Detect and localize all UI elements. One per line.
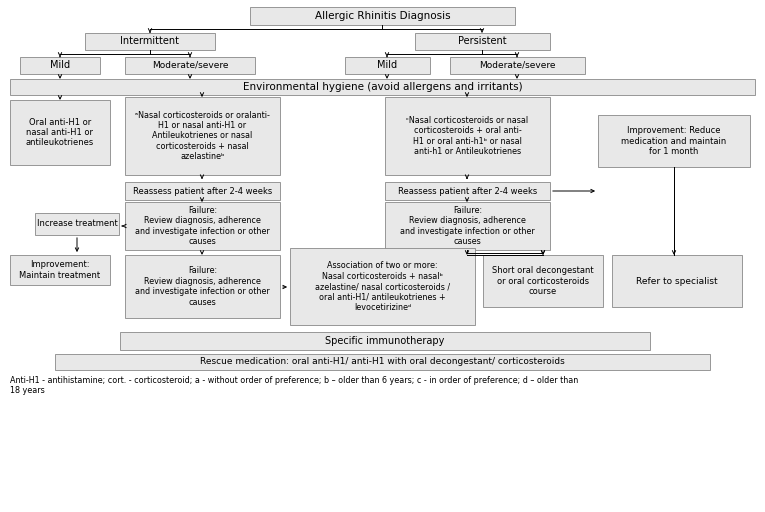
FancyBboxPatch shape <box>10 100 110 165</box>
Text: Failure:
Review diagnosis, adherence
and investigate infection or other
causes: Failure: Review diagnosis, adherence and… <box>135 266 270 307</box>
Text: Rescue medication: oral anti-H1/ anti-H1 with oral decongestant/ corticosteroids: Rescue medication: oral anti-H1/ anti-H1… <box>200 357 565 367</box>
FancyBboxPatch shape <box>385 97 550 175</box>
FancyBboxPatch shape <box>20 57 100 74</box>
FancyBboxPatch shape <box>385 182 550 200</box>
Text: Reassess patient after 2-4 weeks: Reassess patient after 2-4 weeks <box>133 186 272 196</box>
Text: Association of two or more:
Nasal corticosteroids + nasalᵇ
azelastine/ nasal cor: Association of two or more: Nasal cortic… <box>315 261 450 312</box>
Text: Environmental hygiene (avoid allergens and irritants): Environmental hygiene (avoid allergens a… <box>243 82 522 92</box>
Text: Allergic Rhinitis Diagnosis: Allergic Rhinitis Diagnosis <box>314 11 451 21</box>
FancyBboxPatch shape <box>125 57 255 74</box>
Text: Refer to specialist: Refer to specialist <box>636 276 718 286</box>
Text: Oral anti-H1 or
nasal anti-H1 or
antileukotrienes: Oral anti-H1 or nasal anti-H1 or antileu… <box>26 118 94 147</box>
Text: Moderate/severe: Moderate/severe <box>151 61 228 70</box>
Text: ᶜNasal corticosteroids or nasal
corticosteroids + oral anti-
H1 or oral anti-h1ᵇ: ᶜNasal corticosteroids or nasal corticos… <box>406 116 529 156</box>
Text: Intermittent: Intermittent <box>121 36 180 47</box>
FancyBboxPatch shape <box>10 79 755 95</box>
FancyBboxPatch shape <box>125 202 280 250</box>
FancyBboxPatch shape <box>450 57 585 74</box>
Text: Anti-H1 - antihistamine; cort. - corticosteroid; a - without order of preference: Anti-H1 - antihistamine; cort. - cortico… <box>10 376 578 395</box>
FancyBboxPatch shape <box>598 115 750 167</box>
Text: Mild: Mild <box>377 60 398 71</box>
Text: Failure:
Review diagnosis, adherence
and investigate infection or other
causes: Failure: Review diagnosis, adherence and… <box>400 206 535 246</box>
FancyBboxPatch shape <box>125 255 280 318</box>
Text: Persistent: Persistent <box>458 36 506 47</box>
Text: Short oral decongestant
or oral corticosteroids
course: Short oral decongestant or oral corticos… <box>492 266 594 296</box>
Text: Improvement: Reduce
medication and maintain
for 1 month: Improvement: Reduce medication and maint… <box>621 126 727 156</box>
FancyBboxPatch shape <box>125 97 280 175</box>
Text: Moderate/severe: Moderate/severe <box>479 61 555 70</box>
FancyBboxPatch shape <box>10 255 110 285</box>
FancyBboxPatch shape <box>85 33 215 50</box>
FancyBboxPatch shape <box>35 213 119 235</box>
FancyBboxPatch shape <box>345 57 430 74</box>
Text: Mild: Mild <box>50 60 70 71</box>
FancyBboxPatch shape <box>290 248 475 325</box>
FancyBboxPatch shape <box>612 255 742 307</box>
FancyBboxPatch shape <box>55 354 710 370</box>
FancyBboxPatch shape <box>125 182 280 200</box>
Text: Increase treatment: Increase treatment <box>37 220 117 228</box>
FancyBboxPatch shape <box>415 33 550 50</box>
Text: Specific immunotherapy: Specific immunotherapy <box>325 336 444 346</box>
FancyBboxPatch shape <box>250 7 515 25</box>
FancyBboxPatch shape <box>120 332 650 350</box>
Text: ᵃNasal corticosteroids or oralanti-
H1 or nasal anti-H1 or
Antileukotrienes or n: ᵃNasal corticosteroids or oralanti- H1 o… <box>135 111 270 161</box>
FancyBboxPatch shape <box>385 202 550 250</box>
Text: Improvement:
Maintain treatment: Improvement: Maintain treatment <box>19 260 100 280</box>
FancyBboxPatch shape <box>483 255 603 307</box>
Text: Reassess patient after 2-4 weeks: Reassess patient after 2-4 weeks <box>398 186 537 196</box>
Text: Failure:
Review diagnosis, adherence
and investigate infection or other
causes: Failure: Review diagnosis, adherence and… <box>135 206 270 246</box>
